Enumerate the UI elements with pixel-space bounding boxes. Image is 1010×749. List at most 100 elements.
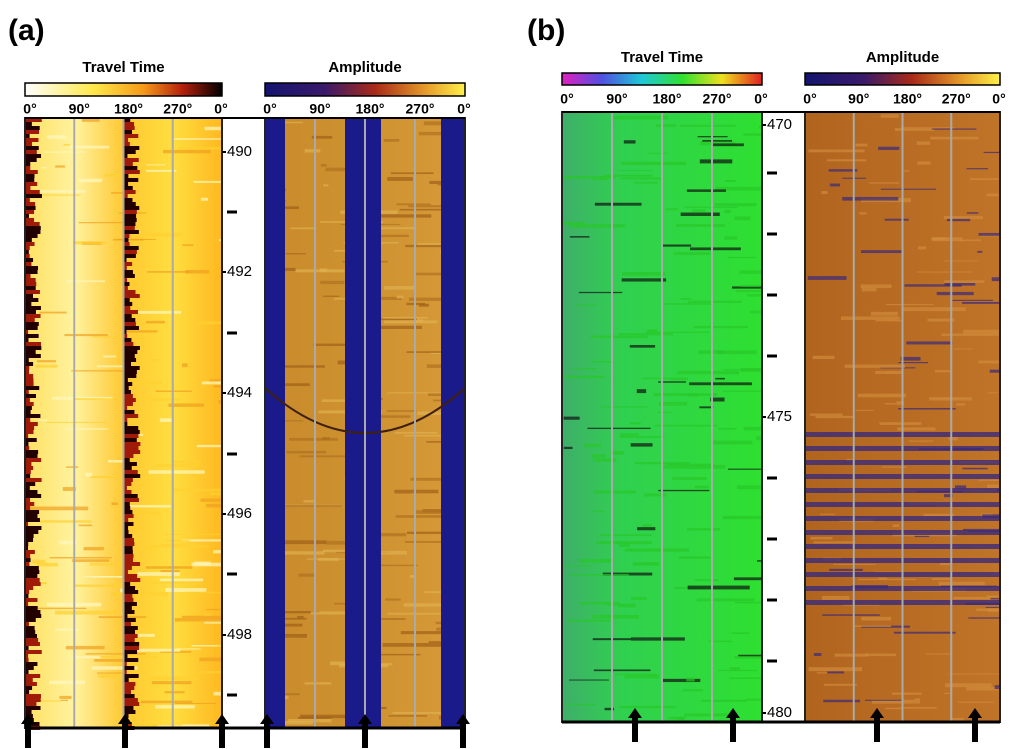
- texture: [325, 540, 350, 545]
- texture: [829, 568, 863, 571]
- texture: [436, 627, 446, 631]
- texture: [85, 653, 146, 655]
- texture: [906, 341, 953, 345]
- texture: [953, 596, 1000, 600]
- texture: [944, 280, 985, 283]
- texture: [159, 418, 173, 422]
- edge: [123, 154, 128, 158]
- texture: [829, 183, 841, 187]
- texture: [218, 400, 222, 404]
- texture: [323, 295, 340, 297]
- texture: [968, 617, 1000, 619]
- edge: [25, 494, 42, 498]
- edge: [123, 370, 137, 374]
- texture: [562, 221, 585, 225]
- edge: [123, 490, 132, 494]
- texture: [738, 654, 762, 657]
- texture: [361, 564, 418, 567]
- texture: [722, 515, 762, 520]
- texture: [810, 536, 833, 540]
- texture: [217, 644, 222, 648]
- edge: [25, 578, 40, 582]
- panel-label: (b): [527, 14, 565, 47]
- edge: [123, 506, 131, 510]
- texture: [40, 700, 61, 702]
- texture: [145, 566, 193, 569]
- edge: [25, 510, 40, 514]
- texture: [943, 260, 978, 262]
- texture: [98, 674, 124, 679]
- texture: [98, 656, 158, 658]
- texture: [977, 250, 983, 253]
- texture: [200, 197, 209, 201]
- texture: [840, 316, 900, 320]
- texture: [880, 188, 937, 190]
- texture: [126, 523, 142, 528]
- texture: [861, 287, 877, 292]
- texture: [39, 520, 92, 523]
- texture: [978, 360, 1000, 364]
- texture: [822, 614, 880, 616]
- depth-label: 475: [767, 408, 792, 425]
- edge: [25, 130, 40, 134]
- texture: [750, 310, 762, 314]
- texture: [583, 443, 601, 448]
- texture: [63, 143, 70, 146]
- edge: [25, 262, 32, 266]
- texture: [364, 550, 408, 555]
- texture: [565, 375, 605, 379]
- edge: [123, 122, 135, 126]
- arrow: [358, 714, 372, 748]
- texture: [72, 559, 110, 562]
- texture: [966, 212, 979, 214]
- texture: [123, 648, 181, 652]
- azimuth-label: 0°: [754, 91, 767, 107]
- edge: [25, 274, 31, 278]
- texture: [269, 540, 327, 545]
- texture: [943, 494, 953, 498]
- texture: [963, 329, 1000, 334]
- texture: [612, 115, 669, 120]
- texture: [810, 413, 843, 416]
- texture: [987, 484, 1000, 489]
- edge: [25, 162, 31, 166]
- texture: [857, 578, 917, 581]
- edge: [25, 350, 36, 354]
- texture: [146, 164, 166, 166]
- texture: [891, 692, 922, 695]
- texture: [205, 503, 222, 508]
- texture: [395, 491, 412, 494]
- arrow: [456, 714, 470, 748]
- azimuth-label: 270°: [703, 91, 732, 107]
- texture: [948, 673, 1000, 675]
- texture: [136, 232, 183, 237]
- texture: [735, 290, 762, 293]
- edge: [25, 294, 34, 298]
- edge: [123, 378, 128, 382]
- edge: [123, 630, 136, 634]
- edge: [123, 398, 136, 402]
- texture: [630, 443, 653, 447]
- edge: [25, 486, 30, 490]
- edge: [123, 142, 130, 146]
- texture: [193, 180, 222, 183]
- texture: [885, 303, 934, 306]
- azimuth-label: 0°: [263, 101, 276, 117]
- edge: [25, 394, 37, 398]
- edge: [25, 650, 42, 654]
- edge: [25, 458, 42, 462]
- texture: [932, 237, 963, 242]
- texture: [631, 597, 647, 600]
- texture: [159, 543, 193, 545]
- texture: [203, 613, 212, 616]
- texture: [310, 611, 358, 615]
- texture: [157, 724, 210, 727]
- texture: [386, 410, 417, 412]
- edge: [123, 550, 133, 554]
- texture: [98, 616, 147, 618]
- texture: [289, 437, 338, 441]
- edge: [25, 166, 31, 170]
- edge: [123, 366, 140, 370]
- texture: [396, 295, 404, 299]
- texture: [390, 172, 434, 175]
